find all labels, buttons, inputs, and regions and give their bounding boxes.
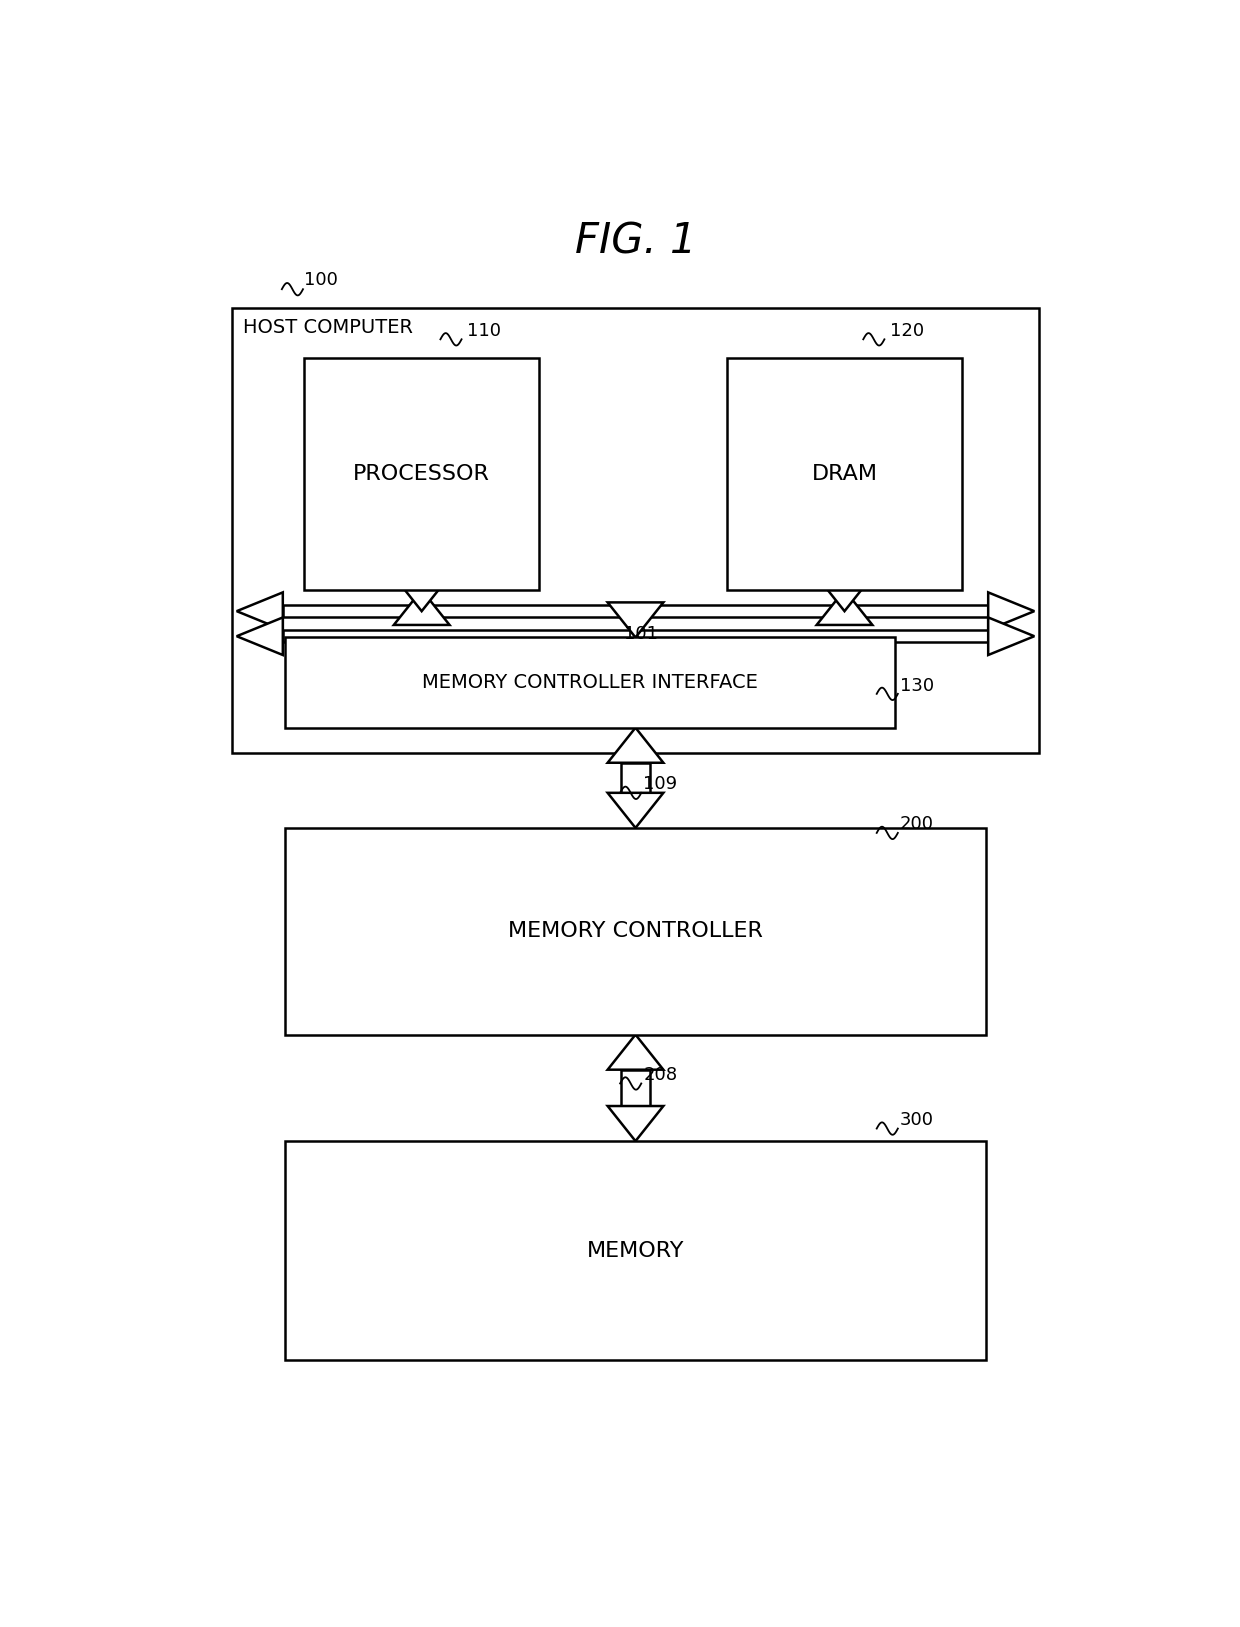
Bar — [304, 358, 539, 591]
Text: 100: 100 — [304, 272, 337, 290]
Text: 120: 120 — [890, 322, 924, 340]
Polygon shape — [608, 727, 663, 763]
Text: HOST COMPUTER: HOST COMPUTER — [243, 317, 413, 337]
Bar — [285, 828, 986, 1035]
Polygon shape — [988, 592, 1034, 630]
Text: 109: 109 — [644, 774, 677, 792]
Polygon shape — [817, 591, 873, 625]
Text: DRAM: DRAM — [811, 464, 878, 483]
Bar — [283, 605, 988, 617]
Bar — [285, 638, 895, 727]
Text: 208: 208 — [644, 1066, 677, 1084]
Polygon shape — [237, 592, 283, 630]
Polygon shape — [608, 602, 663, 638]
Polygon shape — [608, 792, 663, 828]
Polygon shape — [817, 576, 873, 612]
Text: 300: 300 — [900, 1111, 934, 1129]
Text: 110: 110 — [467, 322, 501, 340]
Text: 130: 130 — [900, 677, 934, 695]
Bar — [285, 1141, 986, 1360]
Bar — [232, 308, 1039, 753]
Text: MEMORY: MEMORY — [587, 1241, 684, 1261]
Bar — [621, 763, 650, 792]
Polygon shape — [394, 591, 450, 625]
Polygon shape — [237, 617, 283, 656]
Text: 200: 200 — [900, 815, 934, 833]
Polygon shape — [608, 1106, 663, 1141]
Polygon shape — [988, 617, 1034, 656]
Text: MEMORY CONTROLLER INTERFACE: MEMORY CONTROLLER INTERFACE — [422, 674, 758, 691]
Text: 101: 101 — [624, 625, 658, 643]
Bar — [283, 630, 988, 643]
Bar — [621, 1069, 650, 1106]
Polygon shape — [394, 576, 450, 612]
Text: FIG. 1: FIG. 1 — [575, 221, 696, 262]
Text: PROCESSOR: PROCESSOR — [353, 464, 490, 483]
Text: MEMORY CONTROLLER: MEMORY CONTROLLER — [508, 921, 763, 942]
Polygon shape — [608, 636, 663, 672]
Bar — [727, 358, 962, 591]
Polygon shape — [608, 1035, 663, 1069]
